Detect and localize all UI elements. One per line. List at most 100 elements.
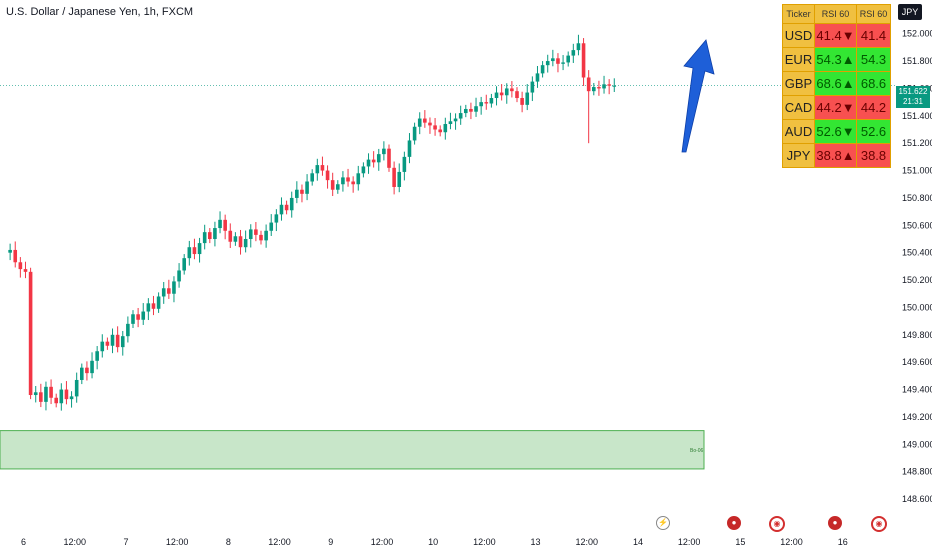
x-tick-label: 12:00 <box>473 537 496 547</box>
candle-body <box>8 249 12 253</box>
bar-countdown: 21:31 <box>902 97 924 106</box>
support-zone <box>0 430 705 470</box>
candle-body <box>576 43 581 51</box>
candle-body <box>387 148 391 168</box>
candle-body <box>90 360 94 374</box>
candle-body <box>44 386 48 402</box>
candle-body <box>39 392 43 402</box>
x-tick-label: 6 <box>21 537 26 547</box>
up-arrow-annotation <box>681 39 715 153</box>
rsi-row-jpy: JPY 38.8▲ 38.8 <box>782 143 891 168</box>
candle-body <box>499 92 504 96</box>
x-tick-label: 12:00 <box>678 537 701 547</box>
rsi-table: Ticker RSI 60 RSI 60 USD 41.4▼ 41.4 EUR 54.3… <box>782 4 891 168</box>
event-dot-icon[interactable]: ◉ <box>871 516 887 532</box>
candle-body <box>341 177 345 185</box>
candle-body <box>545 61 550 66</box>
zone-label: Bo-06 <box>690 448 704 454</box>
x-tick-label: 10 <box>428 537 438 547</box>
candle-body <box>80 367 84 380</box>
us-flag-icon[interactable]: ● <box>828 516 842 530</box>
x-tick-label: 12:00 <box>166 537 189 547</box>
rsi-row-eur: EUR 54.3▲ 54.3 <box>782 47 891 72</box>
rsi-row-cad: CAD 44.2▼ 44.2 <box>782 95 891 120</box>
candle-body <box>494 92 499 99</box>
rsi-value: 38.8 <box>856 143 891 168</box>
rsi-value: 52.6 <box>856 119 891 144</box>
candle-body <box>238 236 243 248</box>
y-tick-label: 149.400 <box>902 385 932 395</box>
candle-body <box>325 170 330 181</box>
candle-body <box>428 122 432 126</box>
candle-body <box>213 228 217 239</box>
chart-title: U.S. Dollar / Japanese Yen, 1h, FXCM <box>6 6 194 18</box>
y-tick-label: 151.200 <box>902 138 932 148</box>
candle-body <box>54 397 58 404</box>
us-flag-icon[interactable]: ● <box>727 516 741 530</box>
x-tick-label: 9 <box>328 537 333 547</box>
candle-body <box>289 197 294 211</box>
rsi-reading: 52.6▼ <box>814 119 857 144</box>
candle-body <box>295 189 299 198</box>
candle-body <box>535 73 540 82</box>
rsi-reading: 68.6▲ <box>814 71 857 96</box>
event-dot-icon[interactable]: ◉ <box>769 516 785 532</box>
last-price-tag: 151.622 21:31 <box>896 86 930 108</box>
candle-body <box>376 154 381 163</box>
candle-body <box>110 334 115 346</box>
candle-body <box>458 113 463 119</box>
candle-body <box>556 58 560 64</box>
candle-body <box>177 270 181 282</box>
candle-body <box>361 166 366 174</box>
rsi-reading: 44.2▼ <box>814 95 857 120</box>
candle-body <box>504 88 509 96</box>
candle-body <box>228 230 233 242</box>
candle-body <box>586 77 591 92</box>
candle-body <box>489 98 494 104</box>
candle-body <box>167 288 171 294</box>
last-price-value: 151.622 <box>898 87 928 96</box>
x-tick-label: 12:00 <box>371 537 394 547</box>
y-tick-label: 149.800 <box>902 330 932 340</box>
candle-body <box>141 311 146 320</box>
currency-badge[interactable]: JPY <box>898 4 922 20</box>
candle-body <box>300 189 304 194</box>
candle-body <box>402 156 407 172</box>
candle-body <box>131 314 135 324</box>
candle-body <box>397 171 402 187</box>
candle-body <box>49 386 53 398</box>
candle-body <box>330 180 335 190</box>
x-tick-label: 13 <box>531 537 541 547</box>
candle-body <box>197 243 202 255</box>
candle-body <box>182 258 186 271</box>
candle-body <box>351 181 355 185</box>
candle-body <box>248 229 253 239</box>
candle-body <box>474 106 478 112</box>
candle-body <box>202 232 207 244</box>
candle-body <box>530 81 535 93</box>
candle-body <box>484 102 489 104</box>
x-tick-label: 7 <box>123 537 128 547</box>
x-tick-label: 8 <box>226 537 231 547</box>
candle-body <box>581 43 586 78</box>
candle-body <box>187 247 192 259</box>
y-tick-label: 149.000 <box>902 439 932 449</box>
y-tick-label: 150.200 <box>902 275 932 285</box>
x-tick-label: 14 <box>633 537 643 547</box>
lightning-icon[interactable]: ⚡ <box>656 516 670 530</box>
rsi-reading: 38.8▲ <box>814 143 857 168</box>
candle-body <box>423 118 427 123</box>
candle-body <box>515 91 519 99</box>
y-tick-label: 150.000 <box>902 302 932 312</box>
candle-body <box>540 65 545 74</box>
rsi-value: 68.6 <box>856 71 891 96</box>
candle-body <box>115 334 120 348</box>
candle-body <box>105 341 110 346</box>
x-tick-label: 12:00 <box>63 537 86 547</box>
candle-body <box>233 236 238 242</box>
y-tick-label: 148.600 <box>902 494 932 504</box>
rsi-ticker: JPY <box>782 143 815 168</box>
x-tick-label: 12:00 <box>268 537 291 547</box>
x-tick-label: 16 <box>838 537 848 547</box>
